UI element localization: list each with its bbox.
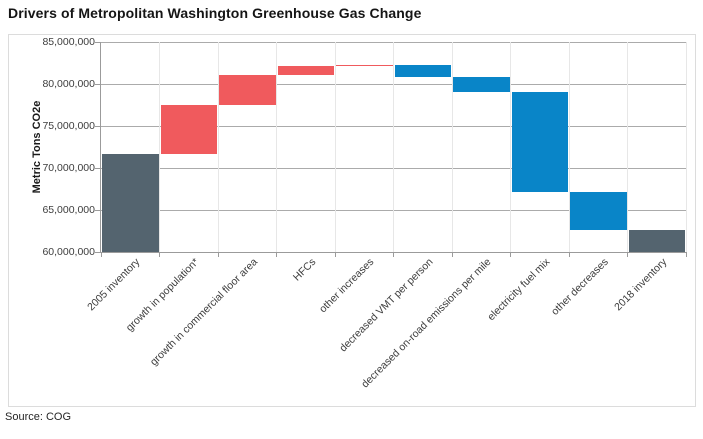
waterfall-bar-decrease bbox=[394, 64, 451, 78]
category-separator bbox=[217, 42, 219, 252]
y-tick-label: 65,000,000 bbox=[42, 204, 95, 216]
x-category-label: 2005 inventory bbox=[85, 256, 143, 314]
x-tick-mark bbox=[393, 253, 394, 257]
source-note: Source: COG bbox=[5, 411, 72, 423]
waterfall-bar-increase bbox=[219, 74, 276, 105]
y-tick-mark bbox=[95, 83, 100, 85]
category-separator bbox=[393, 42, 394, 252]
y-axis-title: Metric Tons CO2e bbox=[31, 100, 43, 194]
y-tick-label: 70,000,000 bbox=[42, 162, 95, 174]
x-tick-mark bbox=[334, 253, 336, 257]
x-tick-mark bbox=[159, 253, 160, 257]
waterfall-bar-increase bbox=[160, 105, 217, 154]
category-separator bbox=[685, 42, 687, 252]
y-tick-mark bbox=[95, 167, 100, 169]
x-category-label: decreased on-road emissions per mile bbox=[359, 256, 494, 391]
y-tick-mark bbox=[95, 209, 100, 211]
y-tick-label: 75,000,000 bbox=[42, 120, 95, 132]
y-tick-mark bbox=[95, 251, 100, 253]
category-separator bbox=[627, 42, 628, 252]
waterfall-bar-decrease bbox=[511, 91, 568, 193]
x-category-label: other increases bbox=[317, 256, 377, 316]
waterfall-bar-total bbox=[102, 153, 159, 252]
waterfall-bar-total bbox=[628, 230, 685, 252]
x-tick-mark bbox=[510, 253, 511, 257]
x-category-label: electricity fuel mix bbox=[485, 256, 553, 324]
chart-frame: Metric Tons CO2e 85,000,000 80,000,000 75,… bbox=[8, 34, 696, 407]
category-separator bbox=[276, 42, 277, 252]
x-tick-mark bbox=[451, 253, 453, 257]
x-category-label: HFCs bbox=[290, 256, 319, 284]
y-axis-line bbox=[100, 42, 101, 253]
waterfall-bar-decrease bbox=[570, 192, 627, 231]
y-tick-mark bbox=[95, 41, 100, 43]
x-axis-line bbox=[100, 252, 687, 253]
y-tick-label: 60,000,000 bbox=[42, 246, 95, 258]
waterfall-bar-increase bbox=[336, 64, 393, 67]
x-tick-mark bbox=[100, 253, 102, 257]
x-tick-mark bbox=[627, 253, 628, 257]
waterfall-bar-decrease bbox=[453, 77, 510, 92]
waterfall-bar-increase bbox=[277, 66, 334, 75]
category-separator bbox=[334, 42, 336, 252]
chart-title: Drivers of Metropolitan Washington Green… bbox=[8, 5, 422, 21]
x-tick-mark bbox=[568, 253, 570, 257]
category-separator bbox=[510, 42, 511, 252]
y-tick-label: 85,000,000 bbox=[42, 36, 95, 48]
x-category-label: other decreases bbox=[549, 256, 611, 318]
category-separator bbox=[159, 42, 160, 252]
category-separator bbox=[451, 42, 453, 252]
y-tick-label: 80,000,000 bbox=[42, 78, 95, 90]
x-tick-mark bbox=[685, 253, 687, 257]
plot-area bbox=[95, 41, 687, 257]
x-tick-mark bbox=[217, 253, 219, 257]
x-category-label: 2018 inventory bbox=[612, 256, 670, 314]
x-category-label: growth in commercial floor area bbox=[147, 256, 260, 369]
y-tick-mark bbox=[95, 125, 100, 127]
category-separator bbox=[568, 42, 570, 252]
x-tick-mark bbox=[276, 253, 277, 257]
